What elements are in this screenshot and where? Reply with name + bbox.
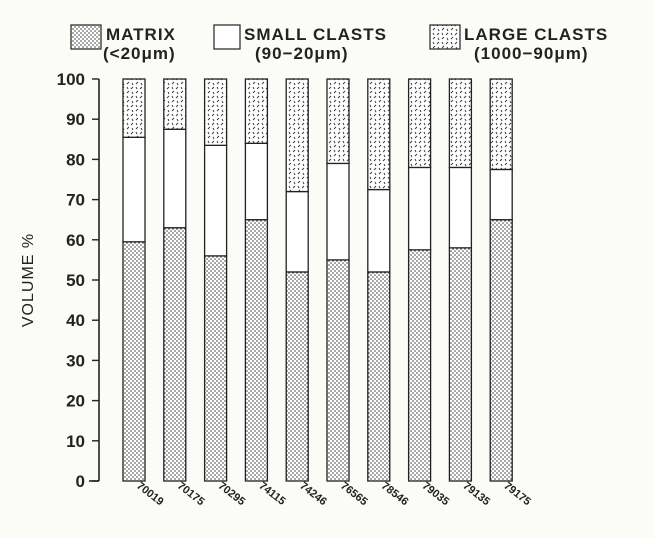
stacked-bar: [326, 78, 350, 482]
bar-segment-small-clasts: [367, 188, 391, 273]
legend-label-matrix-line2: (<20μm): [103, 44, 176, 63]
bar-segment-large-clasts: [285, 78, 309, 193]
y-axis: 0 10 20 30 40 50 60 70 80 90 100: [57, 70, 100, 491]
stacked-bar: [448, 78, 473, 482]
legend-item-matrix: MATRIX (<20μm): [70, 24, 176, 63]
y-axis-label: VOLUME %: [20, 233, 37, 327]
bar-segment-small-clasts: [407, 166, 432, 251]
bar-segment-large-clasts: [203, 78, 228, 146]
category-label: 74246: [297, 480, 328, 508]
bar-segment-small-clasts: [122, 136, 146, 243]
bar-segment-matrix: [448, 247, 473, 482]
bar-segment-matrix: [163, 227, 187, 482]
y-tick-label: 50: [66, 271, 85, 290]
bar-segment-large-clasts: [244, 78, 269, 144]
bar-segment-small-clasts: [448, 166, 473, 249]
category-label: 70019: [134, 480, 165, 508]
legend-label-small-clasts-line1: SMALL CLASTS: [244, 25, 387, 44]
bar-segment-large-clasts: [326, 78, 350, 165]
stacked-bar: [203, 78, 228, 482]
bar-segment-large-clasts: [163, 78, 187, 130]
stacked-bar: [122, 78, 146, 482]
category-label: 78546: [379, 480, 410, 508]
bar-segment-matrix: [407, 249, 432, 482]
category-label: 70295: [216, 480, 247, 508]
bar-segment-large-clasts: [448, 78, 473, 169]
y-tick-label: 80: [66, 150, 85, 169]
y-tick-label: 20: [66, 392, 85, 411]
bar-segment-small-clasts: [489, 168, 513, 221]
bar-segment-large-clasts: [407, 78, 432, 169]
y-tick-label: 90: [66, 110, 85, 129]
stacked-bar: [489, 78, 513, 482]
legend-label-matrix-line1: MATRIX: [106, 25, 176, 44]
bar-segment-matrix: [326, 259, 350, 482]
stacked-bar: [367, 78, 391, 482]
bar-segment-matrix: [244, 219, 269, 482]
stacked-bar: [285, 78, 309, 482]
bar-segment-matrix: [489, 219, 513, 482]
category-label: 70175: [175, 480, 206, 508]
y-tick-label: 70: [66, 191, 85, 210]
stacked-bar: [407, 78, 432, 482]
legend-item-large-clasts: LARGE CLASTS (1000−90μm): [429, 24, 608, 63]
legend-label-large-clasts-line1: LARGE CLASTS: [464, 25, 608, 44]
x-axis-categories: 70019 70175 70295 74115 74246 76565 78546 79035…: [134, 480, 533, 508]
y-tick-label: 40: [66, 311, 85, 330]
bar-segment-matrix: [367, 271, 391, 482]
bar-segment-matrix: [285, 271, 309, 482]
bars: [122, 78, 513, 482]
stacked-bar: [244, 78, 269, 482]
y-tick-label: 100: [57, 70, 85, 89]
category-label: 79135: [461, 480, 492, 508]
legend-item-small-clasts: SMALL CLASTS (90−20μm): [213, 24, 387, 63]
bar-segment-matrix: [122, 241, 146, 482]
y-tick-label: 0: [76, 472, 85, 491]
bar-segment-small-clasts: [285, 190, 309, 273]
legend-swatch-large-clasts: [429, 24, 461, 50]
bar-segment-small-clasts: [326, 162, 350, 261]
legend-label-large-clasts-line2: (1000−90μm): [474, 44, 589, 63]
y-tick-label: 10: [66, 432, 85, 451]
y-tick-label: 60: [66, 231, 85, 250]
category-label: 79175: [501, 480, 532, 508]
bar-segment-small-clasts: [203, 144, 228, 257]
y-tick-label: 30: [66, 351, 85, 370]
legend: MATRIX (<20μm) SMALL CLASTS (90−20μm) LA…: [70, 24, 608, 63]
bar-segment-large-clasts: [367, 78, 391, 191]
legend-label-small-clasts-line2: (90−20μm): [255, 44, 349, 63]
bar-segment-matrix: [203, 255, 228, 482]
bar-segment-large-clasts: [122, 78, 146, 138]
stacked-bar: [163, 78, 187, 482]
legend-swatch-matrix: [70, 24, 102, 50]
category-label: 79035: [420, 480, 451, 508]
bar-segment-small-clasts: [163, 128, 187, 229]
category-label: 76565: [338, 480, 369, 508]
bar-segment-small-clasts: [244, 142, 269, 221]
category-label: 74115: [257, 480, 288, 508]
legend-swatch-small-clasts: [213, 24, 241, 50]
bar-segment-large-clasts: [489, 78, 513, 171]
